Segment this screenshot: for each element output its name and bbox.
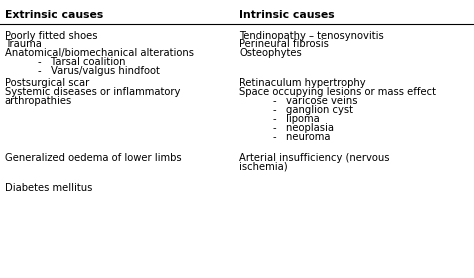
Text: -   neoplasia: - neoplasia [273,123,334,133]
Text: -   Tarsal coalition: - Tarsal coalition [38,57,126,67]
Text: Tendinopathy – tenosynovitis: Tendinopathy – tenosynovitis [239,31,384,41]
Text: Space occupying lesions or mass effect: Space occupying lesions or mass effect [239,87,437,97]
Text: -   neuroma: - neuroma [273,132,330,142]
Text: -   Varus/valgus hindfoot: - Varus/valgus hindfoot [38,66,160,76]
Text: ischemia): ischemia) [239,162,288,172]
Text: Intrinsic causes: Intrinsic causes [239,10,335,20]
Text: Generalized oedema of lower limbs: Generalized oedema of lower limbs [5,153,182,163]
Text: Extrinsic causes: Extrinsic causes [5,10,103,20]
Text: Anatomical/biomechanical alterations: Anatomical/biomechanical alterations [5,48,194,58]
Text: -   varicose veins: - varicose veins [273,96,357,106]
Text: Diabetes mellitus: Diabetes mellitus [5,183,92,193]
Text: Poorly fitted shoes: Poorly fitted shoes [5,31,97,41]
Text: Trauma: Trauma [5,39,42,49]
Text: Retinaculum hypertrophy: Retinaculum hypertrophy [239,78,366,88]
Text: Systemic diseases or inflammatory: Systemic diseases or inflammatory [5,87,180,97]
Text: Osteophytes: Osteophytes [239,48,302,58]
Text: Postsurgical scar: Postsurgical scar [5,78,89,88]
Text: arthropathies: arthropathies [5,96,72,106]
Text: -   lipoma: - lipoma [273,114,319,124]
Text: Perineural fibrosis: Perineural fibrosis [239,39,329,49]
Text: Arterial insufficiency (nervous: Arterial insufficiency (nervous [239,153,390,163]
Text: -   ganglion cyst: - ganglion cyst [273,105,353,115]
